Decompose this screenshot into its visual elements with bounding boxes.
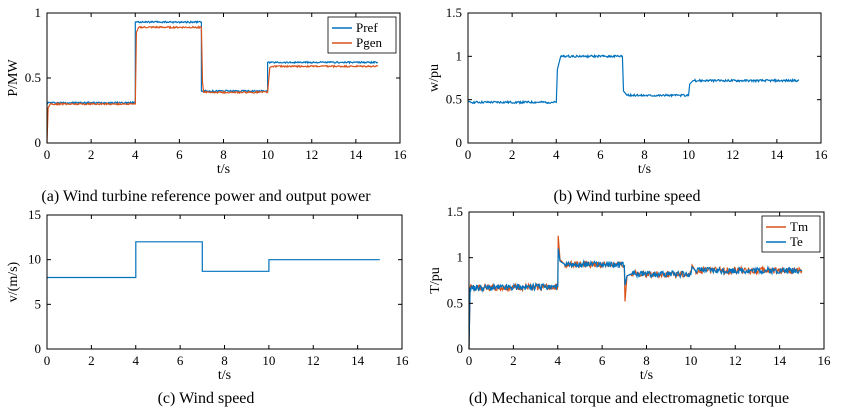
x-tick-label: 10: [684, 353, 697, 368]
y-tick-label: 5: [35, 296, 42, 311]
x-tick-label: 4: [132, 147, 139, 162]
x-tick-label: 6: [176, 147, 183, 162]
x-tick-label: 14: [773, 353, 787, 368]
x-tick-label: 14: [349, 147, 363, 162]
x-tick-label: 12: [307, 353, 320, 368]
caption-d: (d) Mechanical torque and electromagneti…: [469, 390, 789, 407]
x-tick-label: 0: [44, 147, 51, 162]
x-tick-label: 14: [351, 353, 365, 368]
legend-label: Tm: [790, 219, 808, 234]
y-tick-label: 1: [457, 250, 464, 265]
y-tick-label: 0: [35, 135, 42, 150]
x-tick-label: 10: [262, 353, 275, 368]
x-tick-label: 2: [88, 353, 95, 368]
y-axis-label: v/(m/s): [6, 261, 21, 302]
plot-frame: [46, 214, 403, 350]
y-tick-label: 0: [456, 135, 463, 150]
chart-2: 0 2 4 6 8 10 12 14 16 0 5 10 15 t/s v/(m/s): [6, 207, 409, 383]
y-tick-label: 1.5: [446, 5, 462, 20]
y-tick-label: 10: [28, 252, 41, 267]
x-tick-label: 0: [465, 147, 472, 162]
caption-b: (b) Wind turbine speed: [553, 188, 700, 205]
x-tick-label: 16: [394, 147, 408, 162]
y-tick-label: 1.5: [447, 204, 463, 219]
x-axis-label: t/s: [640, 368, 653, 383]
y-tick-label: 15: [28, 207, 41, 222]
x-tick-label: 4: [553, 147, 560, 162]
x-tick-label: 4: [555, 353, 562, 368]
x-tick-label: 6: [597, 147, 604, 162]
legend-label: Pref: [356, 20, 378, 35]
y-tick-label: 0.5: [25, 70, 41, 85]
x-tick-label: 8: [641, 147, 648, 162]
x-axis-label: t/s: [217, 162, 230, 177]
x-tick-label: 10: [261, 147, 274, 162]
y-tick-label: 0.5: [447, 295, 463, 310]
y-tick-label: 0: [457, 341, 464, 356]
x-tick-label: 16: [815, 147, 829, 162]
legend-box: [327, 16, 397, 54]
series-line-1-0: [467, 53, 800, 105]
x-tick-label: 16: [396, 353, 410, 368]
x-tick-label: 2: [509, 147, 516, 162]
y-axis-label: w/pu: [427, 64, 442, 92]
x-tick-label: 4: [133, 353, 140, 368]
x-tick-label: 12: [726, 147, 739, 162]
x-tick-label: 6: [177, 353, 184, 368]
x-tick-label: 2: [88, 147, 95, 162]
plot-frame: [467, 12, 822, 144]
legend-label: Te: [790, 234, 803, 249]
y-tick-label: 1: [35, 5, 42, 20]
series-line-pgen: [46, 25, 379, 144]
x-tick-label: 14: [770, 147, 784, 162]
x-tick-label: 8: [220, 147, 227, 162]
series-line-te: [468, 248, 802, 350]
series-line-2-0: [47, 241, 380, 279]
x-tick-label: 12: [305, 147, 318, 162]
x-tick-label: 10: [682, 147, 695, 162]
y-tick-label: 0.5: [446, 92, 462, 107]
x-axis-label: t/s: [638, 162, 651, 177]
chart-1: 0 2 4 6 8 10 12 14 16 0 0.5 1 1.5 t/s w/pu: [427, 5, 828, 177]
x-tick-label: 8: [643, 353, 650, 368]
y-axis-label: T/pu: [428, 267, 443, 293]
legend-box: [761, 215, 821, 253]
y-axis-label: P/MW: [6, 59, 21, 97]
x-tick-label: 0: [466, 353, 473, 368]
series-line-tm: [468, 235, 803, 350]
caption-c: (c) Wind speed: [158, 390, 255, 407]
x-tick-label: 6: [599, 353, 606, 368]
x-tick-label: 8: [221, 353, 228, 368]
x-axis-label: t/s: [218, 368, 231, 383]
x-tick-label: 16: [818, 353, 832, 368]
caption-a: (a) Wind turbine reference power and out…: [41, 188, 371, 205]
x-tick-label: 0: [44, 353, 51, 368]
legend-label: Pgen: [356, 35, 383, 50]
y-tick-label: 1: [456, 48, 463, 63]
x-tick-label: 12: [729, 353, 742, 368]
y-tick-label: 0: [35, 341, 42, 356]
x-tick-label: 2: [510, 353, 517, 368]
